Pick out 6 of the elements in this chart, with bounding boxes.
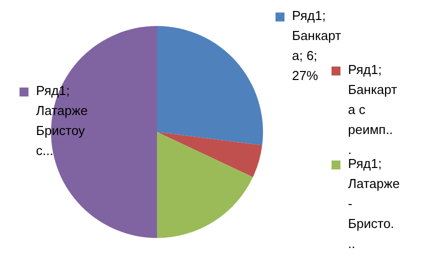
pie-slice bbox=[157, 26, 263, 146]
pie-slice bbox=[157, 132, 262, 178]
pie-slice bbox=[157, 132, 253, 238]
legend-label: Ряд1; Латарже - Бристо... bbox=[348, 156, 400, 251]
legend-label: Ряд1; Банкарта с реимп... bbox=[348, 62, 398, 157]
legend-label: Ряд1; Банкарта; 6; 27% bbox=[292, 8, 342, 83]
